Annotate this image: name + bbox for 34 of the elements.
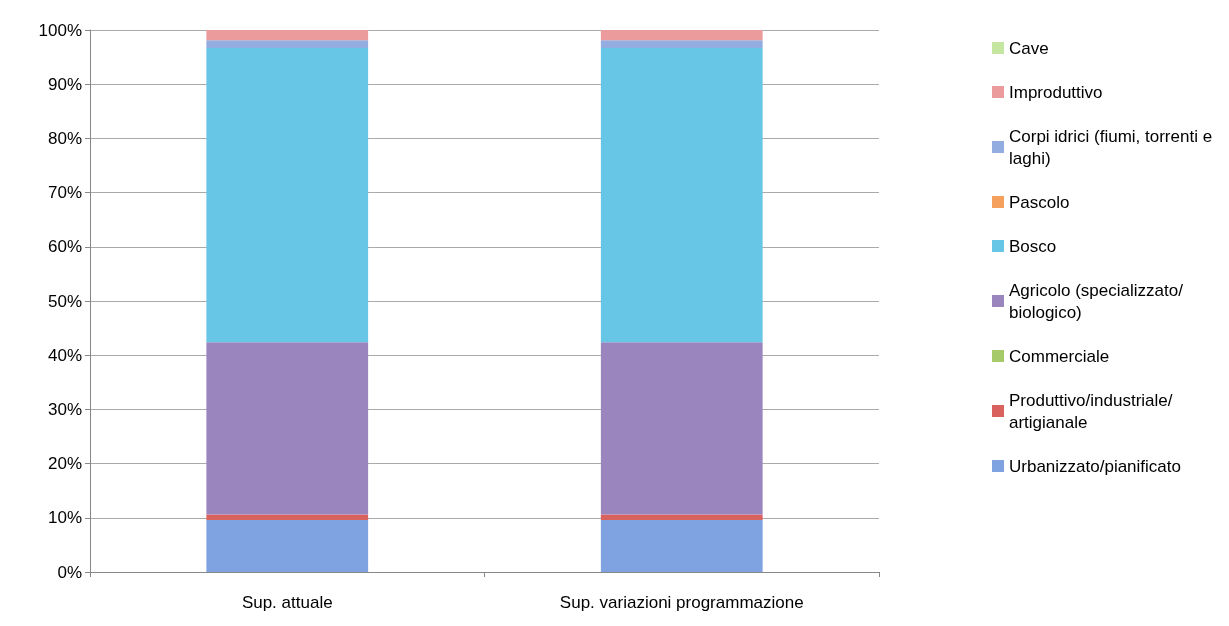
y-tick-label: 10% bbox=[47, 508, 82, 528]
y-tick-label: 70% bbox=[47, 183, 82, 203]
bar bbox=[600, 514, 763, 520]
y-tick-label: 20% bbox=[47, 454, 82, 474]
legend-label: Improduttivo bbox=[1009, 82, 1103, 102]
legend-label: Corpi idrici (fiumi, torrenti e laghi) bbox=[1009, 126, 1217, 168]
bar bbox=[206, 30, 369, 41]
bar bbox=[600, 40, 763, 48]
bar bbox=[600, 47, 763, 343]
y-tick-label: 30% bbox=[47, 399, 82, 419]
bar bbox=[600, 30, 763, 41]
legend-label: Produttivo/industriale/artigianale bbox=[1009, 390, 1173, 432]
y-tick-label: 90% bbox=[47, 74, 82, 94]
legend-label: Bosco bbox=[1009, 236, 1057, 256]
legend-label: Cave bbox=[1009, 38, 1049, 58]
legend-label: Agricolo (specializzato/biologico) bbox=[1009, 280, 1184, 322]
y-tick-label: 80% bbox=[47, 128, 82, 148]
y-tick-label: 100% bbox=[38, 20, 82, 40]
bar bbox=[206, 519, 369, 572]
legend-label: Urbanizzato/pianificato bbox=[1009, 456, 1181, 476]
bar bbox=[206, 40, 369, 48]
y-tick-label: 0% bbox=[57, 562, 82, 582]
legend-label: Commerciale bbox=[1009, 346, 1110, 366]
bar bbox=[600, 342, 763, 515]
bar bbox=[600, 519, 763, 572]
bar bbox=[206, 342, 369, 515]
y-tick-label: 60% bbox=[47, 237, 82, 257]
x-tick-label: Sup. attuale bbox=[241, 593, 333, 612]
bar bbox=[206, 514, 369, 520]
legend-label: Pascolo bbox=[1009, 192, 1070, 212]
y-tick-label: 40% bbox=[47, 345, 82, 365]
bar bbox=[206, 47, 369, 343]
x-tick-label: Sup. variazioni programmazione bbox=[559, 593, 804, 612]
y-tick-label: 50% bbox=[47, 291, 82, 311]
